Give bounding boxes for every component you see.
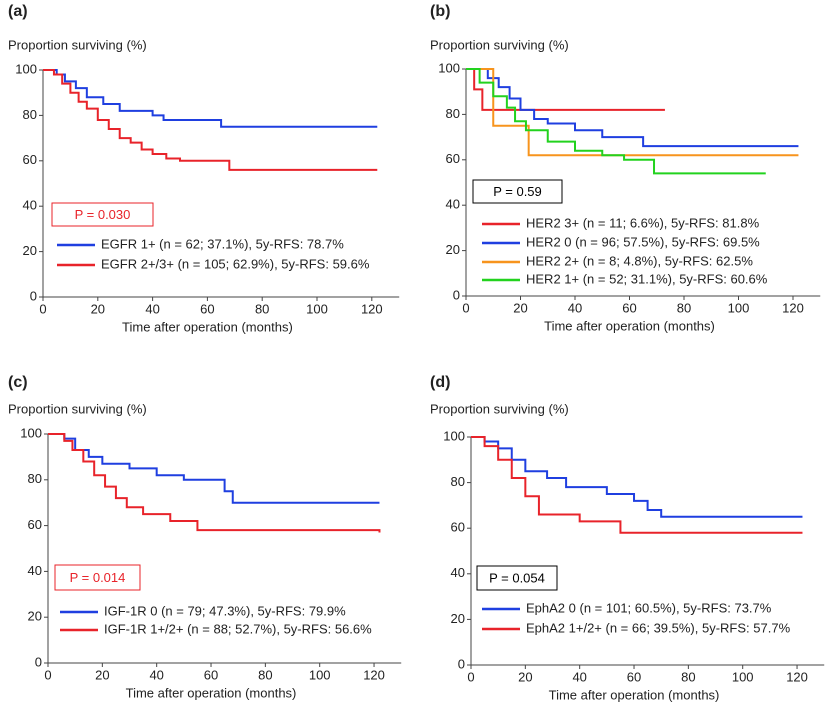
x-tick-label: 40: [572, 669, 586, 684]
survival-curve: [466, 68, 799, 157]
survival-curve: [43, 69, 378, 171]
x-tick-label: 40: [568, 300, 582, 315]
legend-label: EGFR 1+ (n = 62; 37.1%), 5y-RFS: 78.7%: [101, 236, 344, 251]
x-tick-label: 40: [145, 301, 159, 316]
y-tick-label: 0: [30, 288, 37, 303]
x-tick-label: 60: [200, 301, 214, 316]
x-tick-label: 0: [39, 301, 46, 316]
x-tick-label: 40: [149, 667, 163, 682]
survival-curve: [48, 433, 380, 504]
y-tick-label: 60: [446, 151, 460, 166]
x-tick-label: 80: [258, 667, 272, 682]
survival-curve: [471, 436, 803, 534]
y-tick-label: 60: [451, 520, 465, 535]
x-axis-title: Time after operation (months): [544, 318, 715, 333]
y-tick-label: 100: [20, 425, 42, 440]
x-tick-label: 100: [309, 667, 331, 682]
x-tick-label: 80: [681, 669, 695, 684]
x-tick-label: 0: [44, 667, 51, 682]
survival-curve: [466, 68, 665, 111]
x-tick-label: 0: [467, 669, 474, 684]
x-tick-label: 60: [204, 667, 218, 682]
survival-curve: [43, 69, 378, 128]
p-value: P = 0.014: [70, 570, 126, 585]
legend-label: IGF-1R 0 (n = 79; 47.3%), 5y-RFS: 79.9%: [104, 603, 346, 618]
y-tick-label: 40: [446, 197, 460, 212]
y-axis-title: Proportion surviving (%): [8, 37, 147, 52]
survival-curve: [466, 68, 766, 175]
legend-label: EphA2 0 (n = 101; 60.5%), 5y-RFS: 73.7%: [526, 600, 772, 615]
survival-curve: [48, 433, 381, 533]
p-value: P = 0.59: [493, 184, 542, 199]
panel-label: (b): [430, 3, 450, 20]
legend-label: HER2 1+ (n = 52; 31.1%), 5y-RFS: 60.6%: [526, 271, 768, 286]
p-value: P = 0.054: [489, 570, 545, 585]
survival-curve: [466, 68, 799, 148]
x-tick-label: 20: [518, 669, 532, 684]
x-axis-title: Time after operation (months): [549, 687, 720, 702]
legend-label: IGF-1R 1+/2+ (n = 88; 52.7%), 5y-RFS: 56…: [104, 621, 372, 636]
y-tick-label: 100: [438, 60, 460, 75]
y-tick-label: 80: [446, 106, 460, 121]
y-tick-label: 80: [451, 474, 465, 489]
y-tick-label: 60: [23, 152, 37, 167]
y-tick-label: 20: [451, 611, 465, 626]
x-tick-label: 120: [786, 669, 808, 684]
x-tick-label: 120: [363, 667, 385, 682]
y-tick-label: 20: [28, 609, 42, 624]
y-tick-label: 20: [23, 243, 37, 258]
y-tick-label: 80: [28, 471, 42, 486]
x-tick-label: 60: [627, 669, 641, 684]
x-tick-label: 20: [513, 300, 527, 315]
p-value-box: [476, 565, 558, 591]
legend-label: HER2 3+ (n = 11; 6.6%), 5y-RFS: 81.8%: [526, 215, 760, 230]
x-tick-label: 100: [732, 669, 754, 684]
y-tick-label: 100: [443, 428, 465, 443]
y-tick-label: 0: [458, 656, 465, 671]
legend-label: HER2 0 (n = 96; 57.5%), 5y-RFS: 69.5%: [526, 234, 760, 249]
p-value-box: [51, 202, 154, 227]
y-tick-label: 60: [28, 517, 42, 532]
legend-label: EphA2 1+/2+ (n = 66; 39.5%), 5y-RFS: 57.…: [526, 620, 791, 635]
x-tick-label: 100: [306, 301, 328, 316]
y-tick-label: 0: [453, 287, 460, 302]
y-tick-label: 40: [23, 198, 37, 213]
x-tick-label: 20: [91, 301, 105, 316]
x-tick-label: 20: [95, 667, 109, 682]
x-tick-label: 120: [361, 301, 383, 316]
y-axis-title: Proportion surviving (%): [430, 37, 569, 52]
x-tick-label: 60: [622, 300, 636, 315]
y-tick-label: 100: [15, 61, 37, 76]
x-tick-label: 0: [462, 300, 469, 315]
x-axis-title: Time after operation (months): [126, 685, 297, 700]
legend-label: HER2 2+ (n = 8; 4.8%), 5y-RFS: 62.5%: [526, 253, 753, 268]
legend-label: EGFR 2+/3+ (n = 105; 62.9%), 5y-RFS: 59.…: [101, 256, 370, 271]
x-axis-title: Time after operation (months): [122, 319, 293, 334]
x-tick-label: 80: [255, 301, 269, 316]
y-tick-label: 80: [23, 107, 37, 122]
y-tick-label: 40: [451, 565, 465, 580]
survival-curve: [471, 436, 803, 518]
x-tick-label: 120: [782, 300, 804, 315]
x-tick-label: 100: [728, 300, 750, 315]
y-tick-label: 40: [28, 563, 42, 578]
p-value-box: [472, 179, 563, 204]
x-tick-label: 80: [677, 300, 691, 315]
y-tick-label: 0: [35, 654, 42, 669]
panel-label: (c): [8, 374, 28, 391]
panel-label: (d): [430, 374, 450, 391]
p-value-box: [54, 564, 141, 591]
p-value: P = 0.030: [75, 207, 131, 222]
y-axis-title: Proportion surviving (%): [8, 401, 147, 416]
panel-label: (a): [8, 3, 28, 20]
y-axis-title: Proportion surviving (%): [430, 401, 569, 416]
y-tick-label: 20: [446, 242, 460, 257]
